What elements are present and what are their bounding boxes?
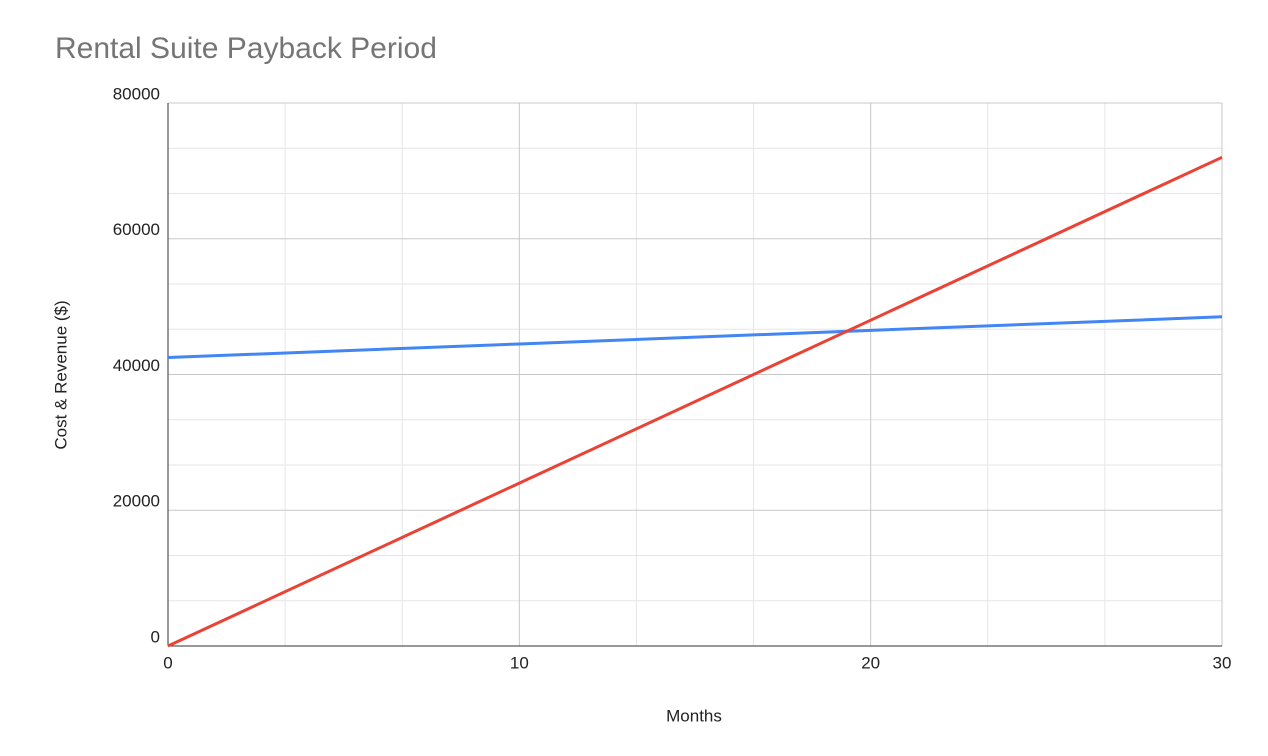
series-line bbox=[167, 315, 1223, 360]
y-tick-label: 40000 bbox=[113, 356, 160, 375]
x-tick-label: 0 bbox=[163, 653, 172, 672]
y-tick-label: 80000 bbox=[113, 84, 160, 103]
x-axis-label: Months bbox=[666, 706, 722, 725]
y-tick-label: 0 bbox=[151, 627, 160, 646]
x-tick-label: 20 bbox=[861, 653, 880, 672]
x-tick-label: 30 bbox=[1213, 653, 1232, 672]
series-line bbox=[167, 155, 1223, 648]
x-tick-label: 10 bbox=[510, 653, 529, 672]
y-tick-label: 60000 bbox=[113, 220, 160, 239]
chart-title: Rental Suite Payback Period bbox=[55, 32, 437, 65]
y-axis-label: Cost & Revenue ($) bbox=[51, 300, 70, 449]
y-tick-label: 20000 bbox=[113, 492, 160, 511]
